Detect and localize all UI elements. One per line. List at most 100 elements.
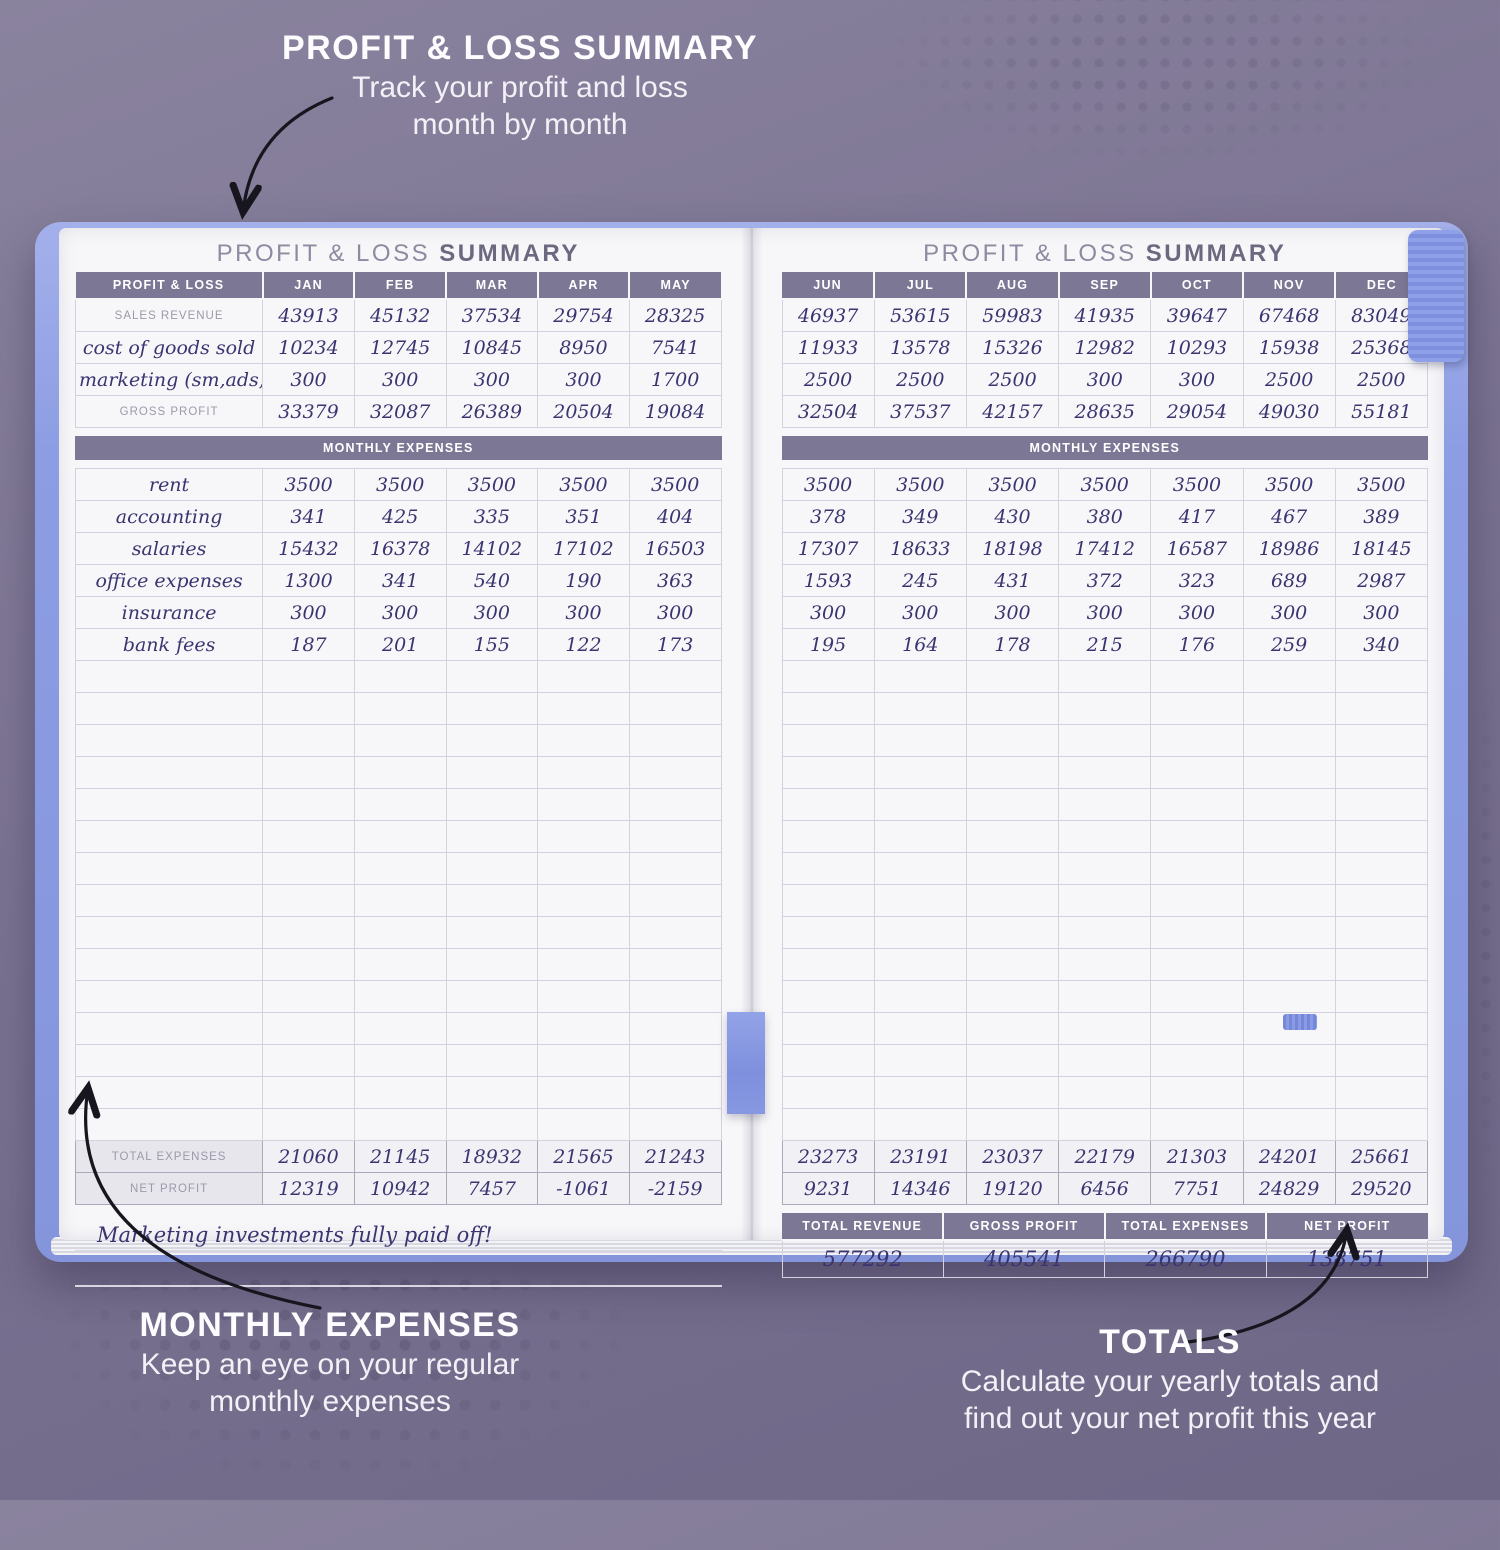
expense-row: rent 3500 3500 3500 3500 3500 xyxy=(74,468,722,501)
empty-cell xyxy=(1150,756,1244,789)
expense-row: bank fees 187 201 155 122 173 xyxy=(74,628,722,661)
value-cell: 18986 xyxy=(1242,532,1336,565)
empty-cell xyxy=(262,1076,355,1109)
expense-row: 195 164 178 215 176 259 340 xyxy=(781,628,1429,661)
value-cell: 2500 xyxy=(965,363,1060,396)
empty-cell xyxy=(873,1108,967,1141)
empty-cell xyxy=(445,692,539,725)
empty-row xyxy=(781,948,1429,981)
value-cell: 201 xyxy=(353,628,447,661)
page-title-bold: SUMMARY xyxy=(1145,240,1287,267)
empty-cell xyxy=(74,1012,264,1045)
empty-cell xyxy=(1334,948,1429,981)
value-cell: 3500 xyxy=(1150,468,1244,501)
annotation-top-line2: month by month xyxy=(412,108,628,142)
profit-loss-row: 46937 53615 59983 41935 39647 67468 83049 xyxy=(781,298,1429,332)
empty-cell xyxy=(537,788,630,821)
empty-cell xyxy=(965,884,1060,917)
empty-cell xyxy=(353,756,447,789)
value-cell: 2500 xyxy=(781,363,875,396)
empty-row xyxy=(74,692,722,725)
net-profit-row: NET PROFIT 12319 10942 7457 -1061 -2159 xyxy=(74,1172,722,1205)
value-cell: 190 xyxy=(537,564,630,597)
value-cell: 43913 xyxy=(262,298,355,332)
value-cell: 18932 xyxy=(445,1140,539,1173)
value-cell: 32087 xyxy=(353,395,447,428)
profit-loss-table: PROFIT & LOSS JAN FEB MAR APR MAY SALES REVENU… xyxy=(74,272,722,428)
empty-row xyxy=(74,884,722,917)
annotation-bottom-left-title: MONTHLY EXPENSES xyxy=(139,1306,521,1344)
empty-cell xyxy=(873,852,967,885)
month-header-cell: JAN xyxy=(261,272,356,300)
empty-cell xyxy=(1334,756,1429,789)
empty-cell xyxy=(445,852,539,885)
value-cell: 2987 xyxy=(1334,564,1429,597)
empty-cell xyxy=(445,724,539,757)
empty-cell xyxy=(445,788,539,821)
value-cell: 215 xyxy=(1058,628,1152,661)
empty-cell xyxy=(353,1108,447,1141)
month-header-cell: SEP xyxy=(1057,272,1152,300)
empty-cell xyxy=(1242,852,1336,885)
empty-cell xyxy=(965,916,1060,949)
empty-cell xyxy=(1150,852,1244,885)
year-total-header-cell: GROSS PROFIT xyxy=(942,1213,1106,1241)
value-cell: 2500 xyxy=(1334,363,1429,396)
empty-cell xyxy=(781,756,875,789)
empty-cell xyxy=(628,916,722,949)
value-cell: 351 xyxy=(537,500,630,533)
empty-cell xyxy=(1242,788,1336,821)
bookmark-ribbon xyxy=(727,1012,765,1114)
row-label: TOTAL EXPENSES xyxy=(74,1140,264,1173)
empty-row xyxy=(781,1044,1429,1077)
value-cell: 21565 xyxy=(537,1140,630,1173)
empty-cell xyxy=(1150,980,1244,1013)
value-cell: 380 xyxy=(1058,500,1152,533)
empty-cell xyxy=(965,788,1060,821)
value-cell: 3500 xyxy=(1058,468,1152,501)
value-cell: 178 xyxy=(965,628,1060,661)
value-cell: 19120 xyxy=(965,1172,1060,1205)
empty-cell xyxy=(74,948,264,981)
empty-cell xyxy=(1334,980,1429,1013)
empty-cell xyxy=(1058,756,1152,789)
empty-cell xyxy=(1334,1044,1429,1077)
empty-row xyxy=(781,916,1429,949)
value-cell: 16503 xyxy=(628,532,722,565)
value-cell: 300 xyxy=(537,363,630,396)
value-cell: 300 xyxy=(262,363,355,396)
value-cell: 15326 xyxy=(965,331,1060,364)
month-header-cell: OCT xyxy=(1149,272,1245,300)
empty-cell xyxy=(1058,820,1152,853)
value-cell: 300 xyxy=(262,596,355,629)
value-cell: 176 xyxy=(1150,628,1244,661)
empty-cell xyxy=(74,756,264,789)
empty-cell xyxy=(1334,916,1429,949)
empty-cell xyxy=(1242,884,1336,917)
empty-cell xyxy=(1058,980,1152,1013)
expense-row: 378 349 430 380 417 467 389 xyxy=(781,500,1429,533)
empty-cell xyxy=(781,948,875,981)
value-cell: 16587 xyxy=(1150,532,1244,565)
empty-row xyxy=(781,660,1429,693)
empty-cell xyxy=(628,1012,722,1045)
empty-cell xyxy=(1150,948,1244,981)
value-cell: 23037 xyxy=(965,1140,1060,1173)
empty-cell xyxy=(781,660,875,693)
empty-cell xyxy=(781,692,875,725)
value-cell: 1700 xyxy=(628,363,722,396)
row-label: office expenses xyxy=(74,564,264,597)
empty-cell xyxy=(628,788,722,821)
note-line: Marketing investments fully paid off! xyxy=(75,1217,722,1252)
value-cell: 8950 xyxy=(537,331,630,364)
empty-cell xyxy=(873,980,967,1013)
empty-cell xyxy=(1334,692,1429,725)
empty-row xyxy=(781,756,1429,789)
empty-cell xyxy=(262,1108,355,1141)
empty-cell xyxy=(445,820,539,853)
row-label: rent xyxy=(74,468,264,501)
value-cell: 21145 xyxy=(353,1140,447,1173)
empty-row xyxy=(781,852,1429,885)
value-cell: 20504 xyxy=(537,395,630,428)
value-cell: 17102 xyxy=(537,532,630,565)
